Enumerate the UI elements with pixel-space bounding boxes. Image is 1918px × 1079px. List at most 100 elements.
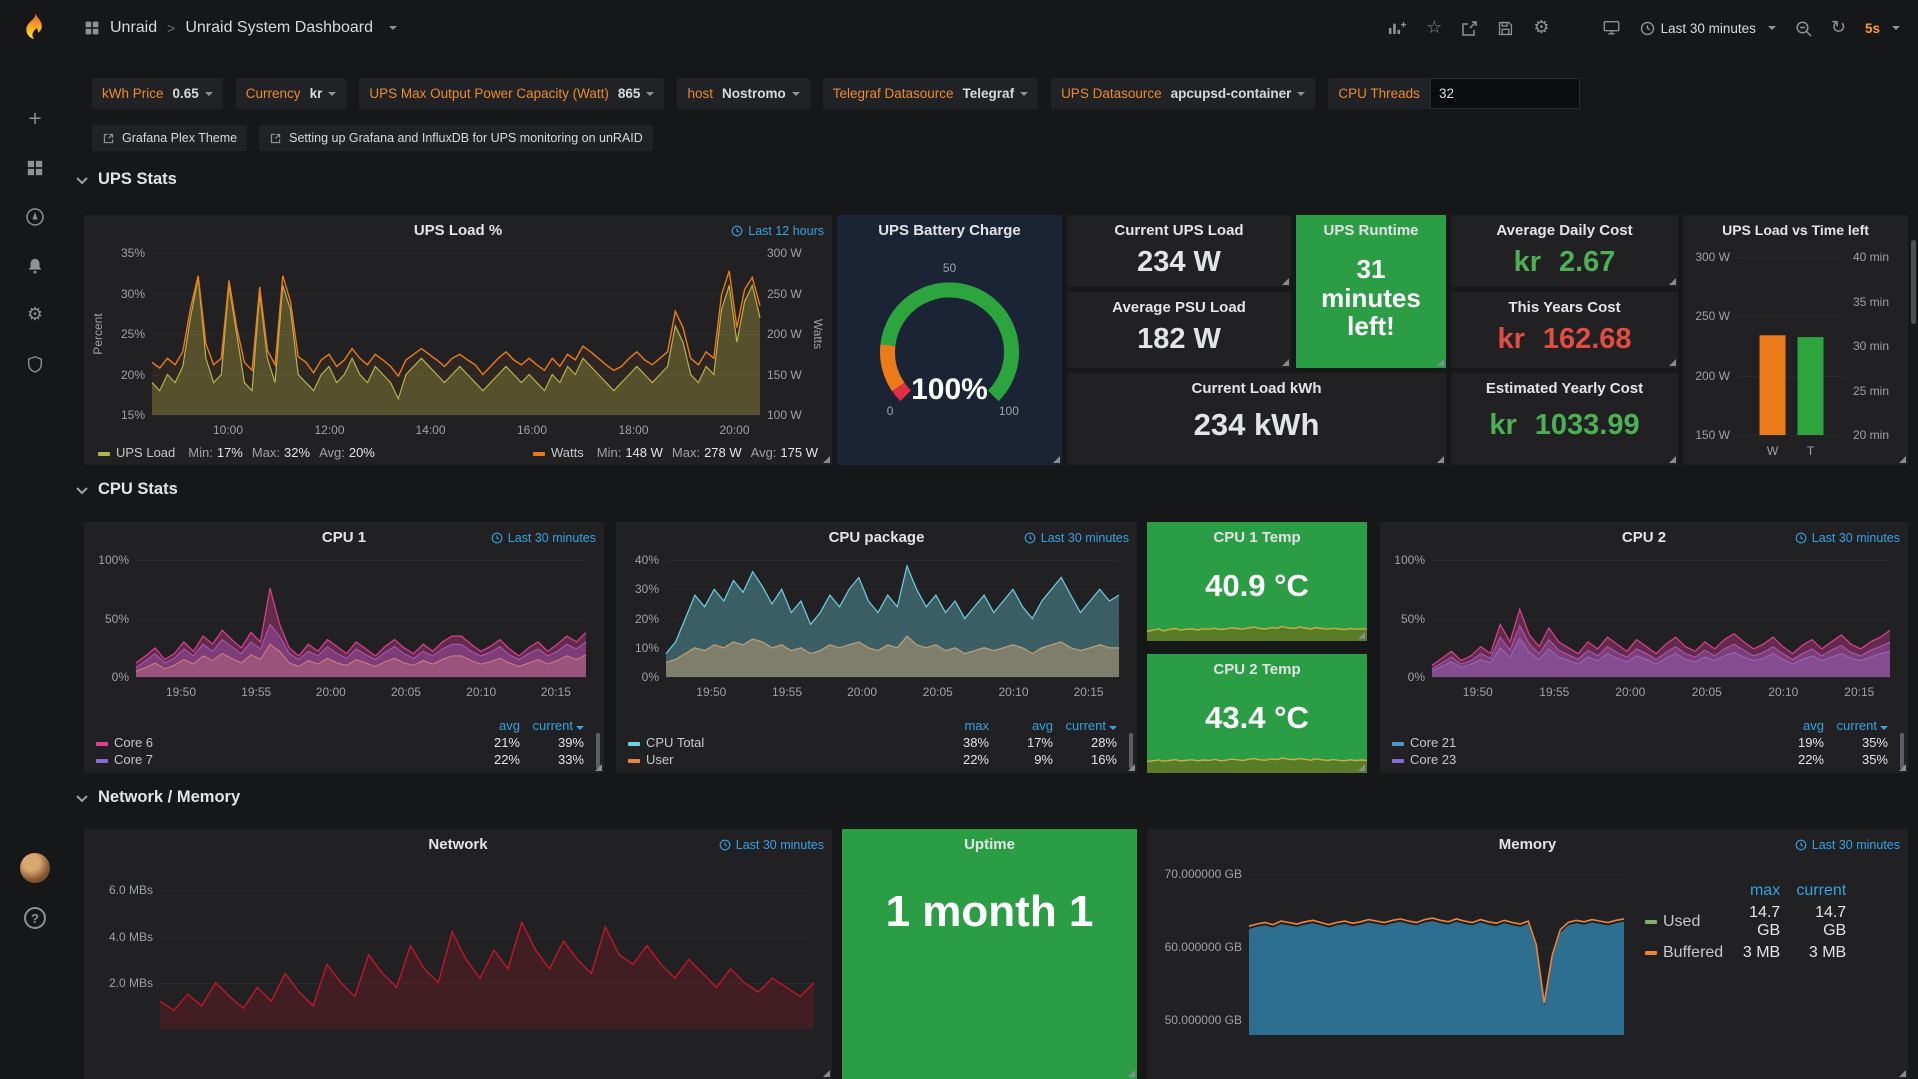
link-label: Grafana Plex Theme — [122, 131, 238, 145]
ups-load-vs-time-chart[interactable]: 300 W 250 W 200 W 150 W 40 min 35 min 30 min 25… — [1695, 250, 1890, 458]
variable-cpu-threads: CPU Threads — [1328, 78, 1580, 109]
resize-handle[interactable] — [1669, 456, 1676, 463]
help-icon[interactable]: ? — [24, 907, 46, 929]
resize-handle[interactable] — [1128, 1070, 1135, 1077]
resize-handle[interactable] — [1899, 456, 1906, 463]
resize-handle[interactable] — [1437, 456, 1444, 463]
ups-load-legend[interactable]: UPS Load Min: 17% Max: 32% Avg: 20% Watts Min: 14… — [98, 445, 818, 460]
resize-handle[interactable] — [823, 456, 830, 463]
sidebar-item-dashboards[interactable] — [24, 157, 46, 179]
panel-title[interactable]: CPU package — [828, 529, 925, 546]
cpu-threads-input[interactable] — [1429, 78, 1580, 109]
section-network-memory[interactable]: Network / Memory — [76, 788, 240, 807]
resize-handle[interactable] — [823, 1070, 830, 1077]
grafana-logo[interactable] — [0, 0, 70, 56]
time-picker[interactable]: Last 30 minutes — [1640, 21, 1776, 36]
sidebar-item-admin[interactable] — [24, 353, 46, 375]
panel-title[interactable]: UPS Battery Charge — [878, 222, 1021, 239]
breadcrumb-app[interactable]: Unraid — [110, 19, 158, 36]
panel-title[interactable]: CPU 2 Temp — [1213, 661, 1301, 678]
resize-handle[interactable] — [1358, 632, 1365, 639]
network-chart[interactable]: 6.0 MBs 4.0 MBs 2.0 MBs — [90, 859, 826, 1049]
resize-handle[interactable] — [1669, 359, 1676, 366]
variable-ups-datasource[interactable]: UPS Datasource apcupsd-container — [1051, 78, 1316, 109]
ups-load-chart[interactable]: 35% 30% 25% 20% 15% 300 W 250 W 200 W 150 W 100 W… — [120, 246, 802, 437]
time-override-label: Last 30 minutes — [507, 531, 596, 545]
sidebar-item-alerting[interactable] — [24, 255, 46, 277]
sidebar-item-explore[interactable] — [24, 206, 46, 228]
panel-title[interactable]: UPS Load vs Time left — [1722, 222, 1869, 238]
share-button[interactable] — [1461, 20, 1478, 37]
stat-value: kr 1033.99 — [1489, 409, 1640, 441]
link-label: Setting up Grafana and InfluxDB for UPS … — [289, 131, 643, 145]
external-link-icon — [103, 133, 114, 143]
panel-ups-battery-charge: UPS Battery Charge 0 50 100 100% — [837, 215, 1062, 465]
dashboard-title[interactable]: Unraid System Dashboard — [185, 19, 373, 36]
panel-title[interactable]: UPS Runtime — [1323, 222, 1419, 239]
cpu-package-legend[interactable]: max avg current CPU Total 38% 17% 28% User 22% 9%… — [628, 717, 1133, 769]
dashboard-settings-button[interactable]: ⚙ — [1533, 19, 1549, 37]
panel-title[interactable]: CPU 1 — [321, 529, 367, 546]
variable-telegraf-datasource[interactable]: Telegraf Datasource Telegraf — [822, 78, 1039, 109]
apps-grid-icon[interactable] — [84, 20, 100, 36]
resize-handle[interactable] — [1282, 278, 1289, 285]
panel-title[interactable]: Estimated Yearly Cost — [1485, 380, 1644, 397]
add-panel-button[interactable] — [1388, 19, 1407, 37]
page-scrollbar[interactable] — [1911, 240, 1916, 324]
panel-title[interactable]: Current Load kWh — [1191, 380, 1322, 397]
panel-title[interactable]: Average PSU Load — [1112, 299, 1246, 316]
zoom-out-button[interactable] — [1795, 20, 1812, 37]
panel-title[interactable]: CPU 2 — [1621, 529, 1667, 546]
cpu-package-chart[interactable]: 40% 30% 20% 10% 0% 19:50 19:55 20:00 20:05 20:10 2… — [622, 552, 1131, 699]
panel-title[interactable]: Average Daily Cost — [1496, 222, 1633, 239]
cpu2-legend[interactable]: avg current Core 21 19% 35% Core 23 22% 35% — [1392, 717, 1904, 769]
resize-handle[interactable] — [595, 764, 602, 771]
cycle-view-button[interactable] — [1602, 19, 1621, 37]
variable-currency[interactable]: Currency kr — [235, 78, 347, 109]
link-grafana-plex-theme[interactable]: Grafana Plex Theme — [92, 125, 248, 151]
refresh-interval-picker[interactable]: 5s — [1865, 21, 1900, 36]
memory-legend[interactable]: max current Used 14.7 GB 14.7 GB Buffered 3 MB… — [1642, 879, 1898, 965]
section-ups-stats[interactable]: UPS Stats — [76, 170, 177, 189]
memory-chart[interactable]: 70.000000 GB 60.000000 GB 50.000000 GB — [1149, 859, 1632, 1053]
chevron-down-icon — [1767, 26, 1776, 30]
variable-ups-max-watt[interactable]: UPS Max Output Power Capacity (Watt) 865 — [359, 78, 665, 109]
panel-title[interactable]: This Years Cost — [1508, 299, 1621, 316]
chevron-down-icon — [388, 26, 397, 30]
panel-title[interactable]: UPS Load % — [413, 222, 503, 239]
time-range-label: Last 30 minutes — [1660, 20, 1756, 36]
gauge-value: 100% — [911, 373, 988, 406]
panel-title[interactable]: Memory — [1498, 836, 1557, 853]
grafana-flame-icon — [26, 12, 42, 40]
help-label: ? — [31, 910, 39, 926]
cpu2-chart[interactable]: 100% 50% 0% 19:50 19:55 20:00 20:05 20:10 20:15 — [1386, 552, 1902, 699]
user-avatar[interactable] — [20, 853, 50, 883]
resize-handle[interactable] — [1128, 764, 1135, 771]
refresh-button[interactable]: ↻ — [1831, 19, 1846, 37]
resize-handle[interactable] — [1282, 359, 1289, 366]
star-button[interactable]: ☆ — [1426, 19, 1442, 37]
resize-handle[interactable] — [1899, 764, 1906, 771]
sidebar-item-configuration[interactable]: ⚙ — [24, 304, 46, 326]
resize-handle[interactable] — [1053, 456, 1060, 463]
save-button[interactable] — [1497, 20, 1514, 37]
cpu1-chart[interactable]: 100% 50% 0% 19:50 19:55 20:00 20:05 20:10 20:15 — [90, 552, 598, 699]
panel-title[interactable]: Current UPS Load — [1114, 222, 1244, 239]
shield-icon — [28, 356, 42, 373]
panel-title[interactable]: Uptime — [964, 836, 1015, 853]
sidebar-item-create[interactable]: + — [24, 108, 46, 130]
clock-icon — [731, 225, 743, 237]
clock-icon — [491, 532, 503, 544]
cpu1-legend[interactable]: avg current Core 6 21% 39% Core 7 22% 33% — [96, 717, 600, 769]
section-cpu-stats[interactable]: CPU Stats — [76, 480, 178, 499]
panel-title[interactable]: CPU 1 Temp — [1213, 529, 1301, 546]
resize-handle[interactable] — [1669, 278, 1676, 285]
resize-handle[interactable] — [1899, 1070, 1906, 1077]
resize-handle[interactable] — [1358, 764, 1365, 771]
link-ups-monitoring-guide[interactable]: Setting up Grafana and InfluxDB for UPS … — [259, 125, 653, 151]
panel-title[interactable]: Network — [428, 836, 488, 853]
variable-kwh-price[interactable]: kWh Price 0.65 — [92, 78, 223, 109]
resize-handle[interactable] — [1437, 359, 1444, 366]
stat-value: 182 W — [1137, 323, 1221, 355]
variable-host[interactable]: host Nostromo — [677, 78, 810, 109]
